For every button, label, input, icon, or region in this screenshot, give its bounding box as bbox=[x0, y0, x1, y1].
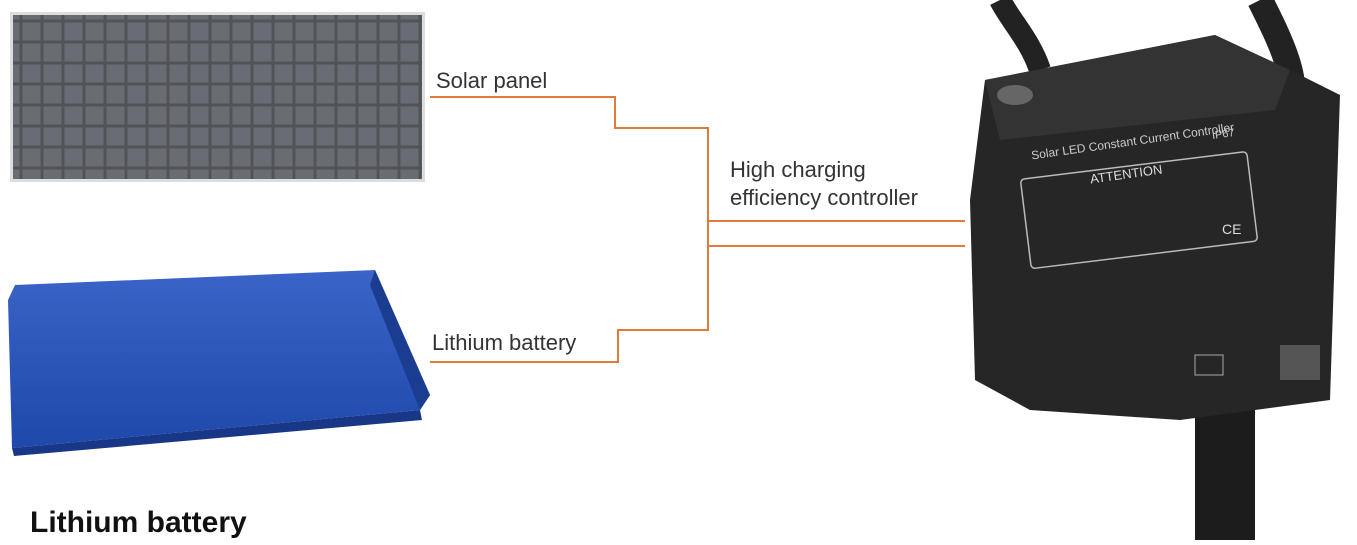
controller-label: efficiency controller bbox=[730, 185, 918, 210]
diagram: Solar panel High charging efficiency con… bbox=[0, 0, 1357, 540]
battery bbox=[8, 270, 430, 456]
solar-panel-label: Solar panel bbox=[436, 68, 547, 93]
connector-lines bbox=[430, 97, 965, 362]
solar-panel bbox=[10, 12, 425, 182]
caption: Lithium battery bbox=[30, 506, 247, 539]
battery-label: Lithium battery bbox=[432, 330, 576, 355]
device-mark: CE bbox=[1222, 221, 1241, 237]
controller-device: Solar LED Constant Current Controller IP… bbox=[970, 0, 1340, 540]
controller-label: High charging bbox=[730, 157, 866, 182]
